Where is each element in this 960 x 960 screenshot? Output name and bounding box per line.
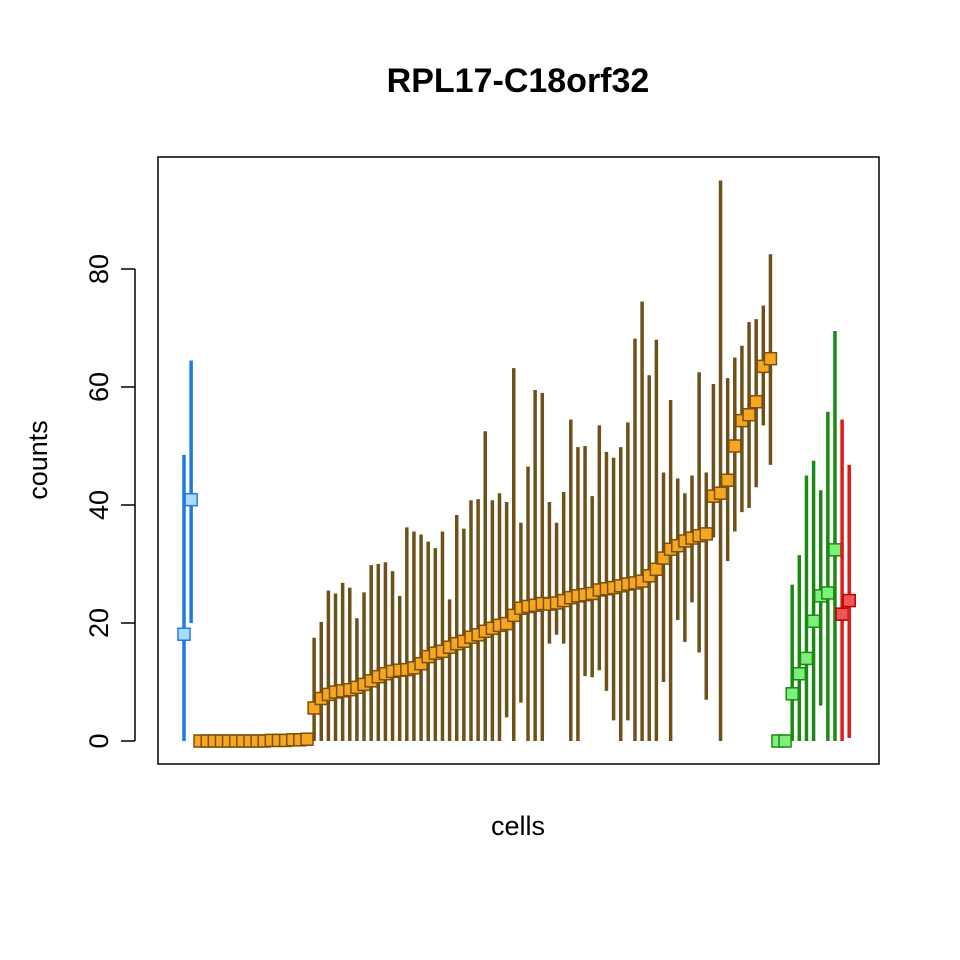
x-axis-label: cells [491, 811, 545, 841]
data-point [720, 473, 735, 487]
data-point [785, 687, 799, 701]
data-point [778, 734, 792, 748]
data-point [828, 543, 842, 557]
data-point [649, 562, 664, 577]
y-tick-label: 20 [84, 608, 114, 638]
data-point [763, 351, 778, 366]
data-point [842, 593, 856, 608]
data-point [728, 439, 742, 453]
data-point [749, 395, 763, 409]
data-point [177, 627, 191, 641]
data-point [792, 666, 807, 681]
chart-title: RPL17-C18orf32 [387, 62, 650, 100]
y-tick-label: 40 [84, 490, 114, 520]
y-axis-label: counts [23, 420, 53, 500]
y-axis: 0 20 40 60 80 [84, 254, 136, 749]
data-point [799, 651, 814, 666]
plot-area-frame [157, 156, 880, 765]
y-tick-label: 60 [84, 372, 114, 402]
data-point [184, 492, 198, 507]
data-point [835, 607, 849, 621]
data-point [821, 586, 835, 600]
y-tick-label: 0 [84, 733, 114, 748]
data-point [699, 527, 714, 541]
data-point [713, 486, 728, 500]
data-point [742, 407, 756, 422]
data-point [300, 732, 314, 746]
data-marks [177, 180, 856, 748]
y-tick-label: 80 [84, 254, 114, 284]
data-point [806, 614, 821, 628]
